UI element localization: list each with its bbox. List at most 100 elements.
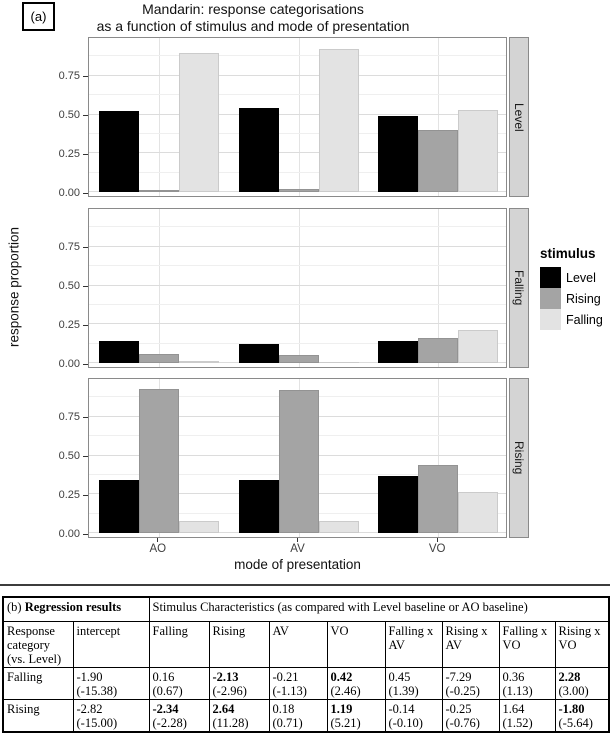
- t-value: (11.28): [212, 715, 249, 730]
- row-label-falling: Falling: [2, 666, 74, 700]
- y-tick-label: 0.75: [58, 70, 80, 83]
- estimate-value: 0.16: [152, 669, 175, 684]
- cell-falling-4: 0.42 (2.46): [326, 666, 386, 700]
- bar-level-vo-level: [378, 116, 419, 192]
- bar-falling-vo-level: [378, 340, 419, 363]
- bar-level-ao-level: [98, 111, 139, 192]
- cell-rising-7: 1.64 (1.52): [498, 698, 556, 732]
- t-value: (-0.25): [445, 683, 480, 698]
- x-tick-label: AO: [149, 543, 167, 555]
- y-tick-mark: [83, 417, 88, 419]
- y-tick-label: 0.50: [58, 280, 80, 292]
- legend-swatch-level: [540, 267, 561, 288]
- gridline-minor: [89, 303, 506, 305]
- bar-level-vo-rising: [418, 130, 459, 192]
- bar-rising-ao-falling: [178, 520, 219, 533]
- estimate-value: -1.80: [558, 701, 585, 716]
- gridline-minor: [89, 55, 506, 57]
- y-tick-mark: [83, 76, 88, 78]
- chart-title-line2: as a function of stimulus and mode of pr…: [96, 18, 410, 34]
- estimate-value: -0.14: [388, 701, 415, 716]
- estimate-value: 1.19: [330, 701, 353, 716]
- y-tick-label: 0.00: [58, 186, 80, 199]
- estimate-value: -7.29: [445, 669, 472, 684]
- estimate-value: 0.42: [330, 669, 353, 684]
- y-tick-label: 0.25: [58, 318, 80, 331]
- t-value: (0.71): [272, 715, 303, 730]
- figure-a-label-box: (a): [22, 2, 55, 31]
- facet-strip-falling: Falling: [509, 208, 529, 368]
- legend-keys: Level Rising Falling: [540, 267, 603, 330]
- facet-strip-label: Level: [512, 102, 526, 132]
- column-header-intercept: intercept: [72, 620, 150, 668]
- column-header-vo: VO: [326, 620, 386, 668]
- gridline-major: [89, 323, 506, 325]
- y-tick-mark: [83, 192, 88, 194]
- y-tick-label: 0.00: [58, 357, 80, 370]
- y-tick-mark: [83, 324, 88, 326]
- facet-strip-rising: Rising: [509, 378, 529, 538]
- cell-falling-6: -7.29 (-0.25): [441, 666, 500, 700]
- cell-rising-3: 0.18 (0.71): [268, 698, 328, 732]
- bar-falling-ao-falling: [178, 361, 219, 363]
- cell-falling-8: 2.28 (3.00): [554, 666, 610, 700]
- t-value: (-0.10): [388, 715, 423, 730]
- facet-strip-label: Falling: [512, 270, 526, 306]
- t-value: (-2.96): [212, 683, 247, 698]
- cell-rising-6: -0.25 (-0.76): [441, 698, 500, 732]
- gridline-minor: [89, 342, 506, 344]
- bar-level-vo-falling: [458, 109, 499, 192]
- gridline-vertical: [438, 38, 440, 196]
- gridline-vertical: [438, 379, 440, 537]
- bar-rising-ao-rising: [138, 388, 179, 533]
- bar-rising-vo-level: [378, 476, 419, 533]
- column-header-falling: Falling: [148, 620, 210, 668]
- gridline-minor: [89, 171, 506, 173]
- cell-falling-3: -0.21 (-1.13): [268, 666, 328, 700]
- t-value: (-15.00): [76, 715, 118, 730]
- bar-falling-ao-level: [98, 341, 139, 363]
- t-value: (0.67): [152, 683, 183, 698]
- cell-rising-0: -2.82 (-15.00): [72, 698, 150, 732]
- legend-key-falling: Falling: [540, 309, 603, 330]
- x-tick-mark: [436, 538, 438, 542]
- cell-rising-1: -2.34 (-2.28): [148, 698, 210, 732]
- bar-rising-vo-falling: [458, 491, 499, 533]
- legend-key-rising: Rising: [540, 288, 603, 309]
- chart-title-line1: Mandarin: response categorisations: [142, 1, 364, 17]
- cell-rising-5: -0.14 (-0.10): [384, 698, 443, 732]
- y-tick-label: 0.25: [58, 147, 80, 160]
- t-value: (-1.13): [272, 683, 307, 698]
- estimate-value: -0.25: [445, 701, 472, 716]
- figure-table-divider: [0, 584, 610, 586]
- gridline-major: [89, 152, 506, 154]
- cell-rising-2: 2.64 (11.28): [208, 698, 270, 732]
- x-tick-mark: [157, 538, 159, 542]
- gridline-minor: [89, 132, 506, 134]
- estimate-value: -1.90: [76, 669, 103, 684]
- facet-panel-level: [88, 37, 507, 197]
- row-label-rising: Rising: [2, 698, 74, 732]
- y-tick-mark: [83, 363, 88, 365]
- estimate-value: -0.21: [272, 669, 299, 684]
- t-value: (2.46): [330, 683, 361, 698]
- y-axis-title: response proportion: [6, 226, 22, 348]
- x-tick-mark: [297, 538, 298, 542]
- gridline-major: [89, 74, 506, 76]
- t-value: (3.00): [558, 683, 589, 698]
- t-value: (-2.28): [152, 715, 187, 730]
- t-value: (-5.64): [558, 715, 593, 730]
- estimate-value: 0.36: [502, 669, 525, 684]
- bar-rising-ao-level: [98, 480, 139, 533]
- y-tick-mark: [83, 247, 88, 249]
- y-tick-label: 0.75: [58, 411, 80, 424]
- table-b-label: (b): [7, 600, 25, 614]
- column-header-rising-x-vo: Rising x VO: [554, 620, 610, 668]
- bar-falling-vo-falling: [458, 330, 499, 363]
- gridline-major: [89, 113, 506, 115]
- table-row-rising: Rising -2.82 (-15.00) -2.34 (-2.28) 2.64 (11.2…: [2, 698, 610, 732]
- y-tick-label: 0.00: [58, 527, 80, 540]
- cell-falling-7: 0.36 (1.13): [498, 666, 556, 700]
- x-tick-label: VO: [428, 543, 446, 555]
- cell-falling-5: 0.45 (1.39): [384, 666, 443, 700]
